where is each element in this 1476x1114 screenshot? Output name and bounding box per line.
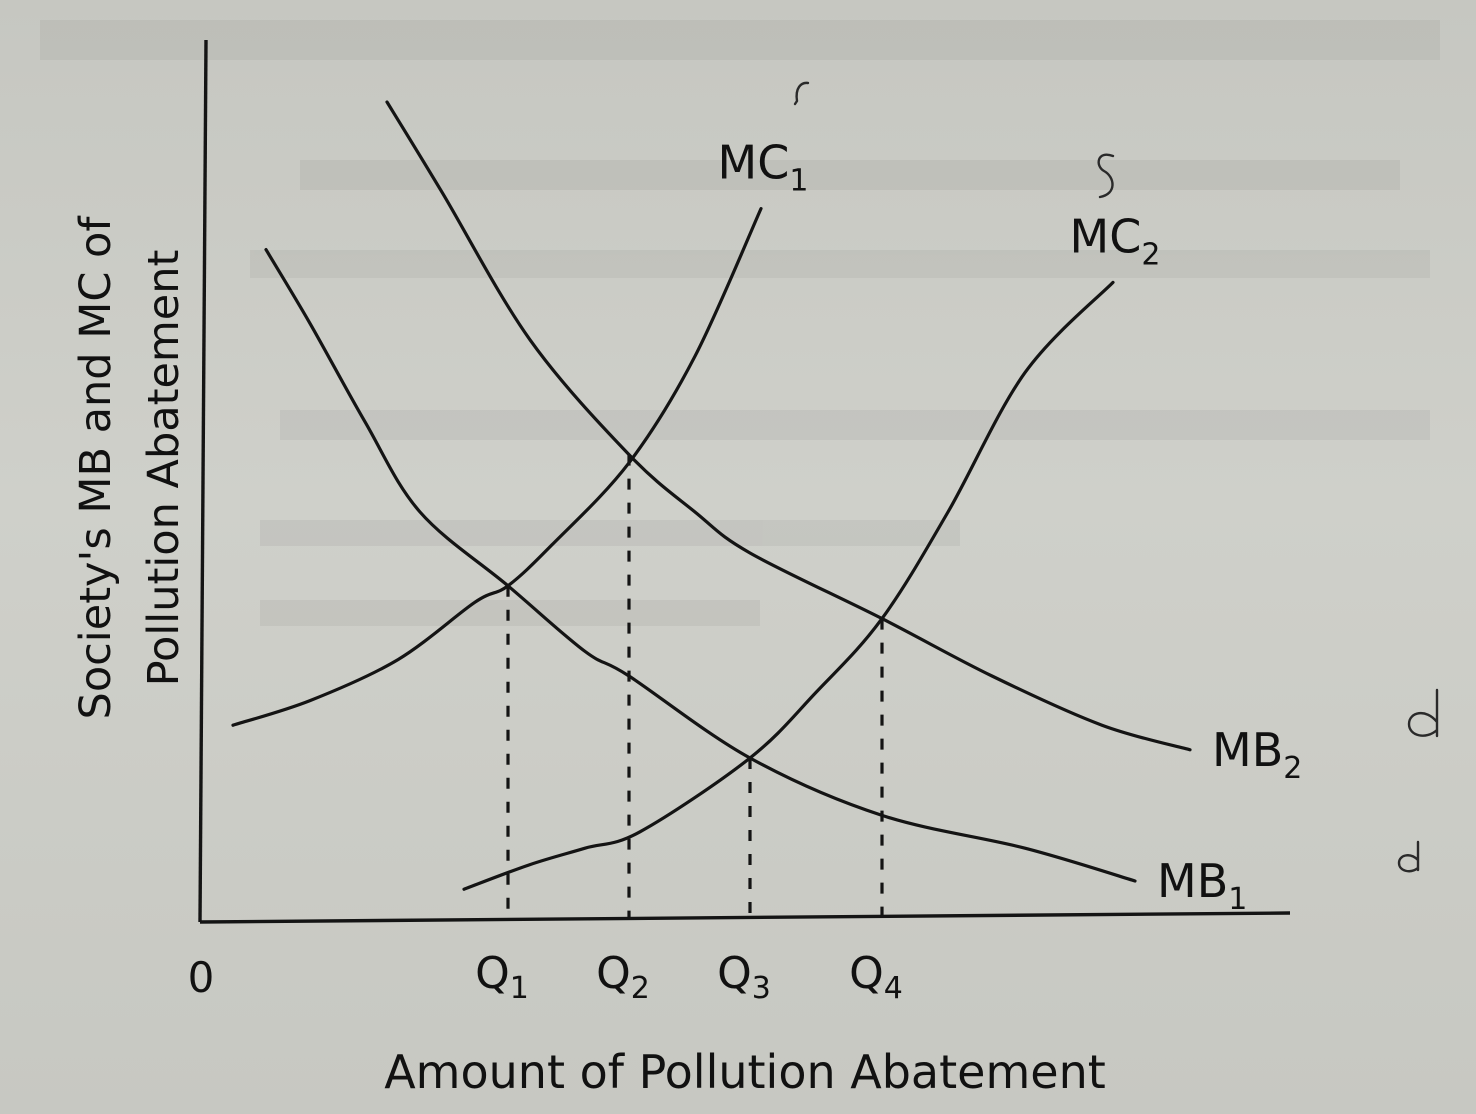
- mb2-curve: [385, 100, 1192, 752]
- series-name: MC: [1070, 209, 1142, 263]
- mc1-curve: [231, 207, 763, 727]
- x-tick-label: Q3: [717, 948, 771, 1006]
- series-subscript: 1: [1228, 882, 1247, 917]
- mb1-label: MB1: [1157, 854, 1247, 917]
- curves: [231, 100, 1192, 891]
- origin-label: 0: [188, 953, 215, 1002]
- series-subscript: 1: [789, 164, 808, 199]
- series-name: MB: [1212, 723, 1283, 777]
- x-tick-label: Q2: [596, 948, 650, 1006]
- mc1-label: MC1: [718, 136, 809, 199]
- x-axis-label: Amount of Pollution Abatement: [384, 1045, 1106, 1099]
- x-axis: [199, 911, 1291, 924]
- y-axis-label-line1: Society's MB and MC of: [71, 216, 121, 720]
- series-subscript: 2: [1283, 751, 1302, 786]
- y-axis-label-line2: Pollution Abatement: [139, 250, 189, 687]
- x-tick-label: Q4: [849, 948, 903, 1006]
- series-name: MC: [718, 136, 790, 190]
- mb1-curve: [264, 248, 1137, 883]
- handwritten-s-mark: [793, 81, 810, 106]
- y-axis: [198, 39, 208, 923]
- x-tick-label: Q1: [475, 948, 529, 1006]
- dashed-guides: [506, 454, 884, 918]
- x-tick-labels: Q1 Q2 Q3 Q4: [475, 948, 903, 1006]
- mb2-label: MB2: [1212, 723, 1302, 786]
- background-texture: [40, 20, 1440, 626]
- handwritten-d-mark: [1407, 688, 1439, 738]
- series-name: MB: [1157, 854, 1228, 908]
- mc2-curve: [462, 280, 1115, 891]
- mc2-label: MC2: [1070, 209, 1161, 272]
- handwritten-d-mark: [1397, 840, 1420, 873]
- handwritten-s-mark: [1097, 153, 1115, 199]
- series-subscript: 2: [1141, 237, 1160, 272]
